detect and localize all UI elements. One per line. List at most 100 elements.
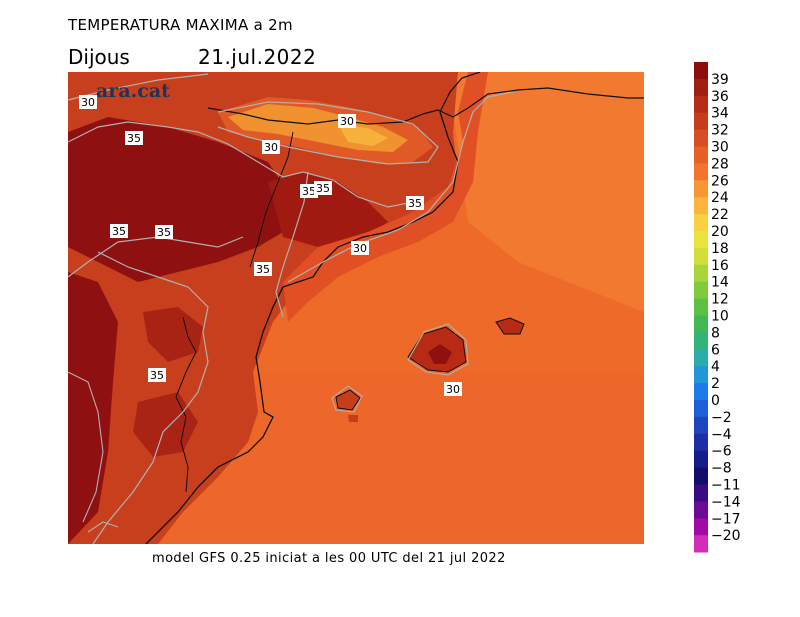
- legend-label: 30: [711, 140, 729, 156]
- legend-label: 28: [711, 156, 729, 172]
- legend-label: −20: [711, 528, 741, 544]
- contour-label-box: [110, 224, 128, 238]
- legend-label: −8: [711, 461, 732, 477]
- legend-label: 12: [711, 292, 729, 308]
- legend-label: 26: [711, 173, 729, 189]
- contour-label-text: 35: [157, 226, 171, 239]
- sea-upper-right: [448, 72, 644, 312]
- french-coastline: [439, 72, 644, 113]
- contour-label-box: [338, 114, 356, 128]
- contour-label: 30: [351, 241, 369, 255]
- contour-label: 35: [300, 184, 318, 198]
- legend-label: 22: [711, 207, 729, 223]
- contour-label: 30: [338, 114, 356, 128]
- contour-label-box: [314, 181, 332, 195]
- legend-label: 4: [711, 359, 720, 375]
- contour-label-text: 30: [353, 242, 367, 255]
- legend-swatch: [694, 450, 708, 468]
- legend-label: 0: [711, 393, 720, 409]
- legend-swatch: [694, 535, 708, 553]
- region-border-catalonia: [249, 131, 294, 268]
- legend-swatch: [694, 247, 708, 266]
- legend-label: 8: [711, 325, 720, 341]
- legend-swatch: [694, 95, 708, 114]
- contour-line-30-coast: [287, 91, 514, 283]
- contour-label: 30: [444, 382, 462, 396]
- menorca-island: [496, 318, 524, 334]
- contour-label: 30: [262, 140, 280, 154]
- legend-swatch: [694, 214, 708, 232]
- legend-label: 32: [711, 123, 729, 139]
- legend-swatch: [694, 433, 708, 452]
- mallorca-hot-core: [428, 344, 452, 364]
- contour-label-text: 35: [150, 369, 164, 382]
- iberian-coastline: [145, 111, 459, 544]
- legend-label: 16: [711, 258, 729, 274]
- legend-label: −11: [711, 478, 741, 494]
- contour-label-box: [351, 241, 369, 255]
- legend-swatch: [694, 197, 708, 215]
- contour-label-text: 35: [127, 132, 141, 145]
- contour-label-box: [254, 262, 272, 276]
- legend-label: 2: [711, 376, 720, 392]
- hot-patch-center: [143, 307, 203, 362]
- legend-swatch: [694, 315, 708, 333]
- legend-swatch: [694, 484, 708, 502]
- legend-label: −6: [711, 444, 732, 460]
- legend-label: −2: [711, 410, 732, 426]
- contour-line-ibiza: [331, 385, 363, 413]
- contour-label-text: 30: [264, 141, 278, 154]
- pyrenees-peak: [338, 124, 388, 146]
- legend-swatch: [694, 264, 708, 283]
- contour-label-text: 35: [316, 182, 330, 195]
- contour-label: 35: [125, 131, 143, 145]
- contour-label: 35: [314, 181, 332, 195]
- formentera-island: [348, 415, 358, 422]
- color-legend: 39363432302826242220181614121086420−2−4−…: [694, 62, 741, 553]
- legend-label: 34: [711, 106, 729, 122]
- legend-swatch: [694, 129, 708, 147]
- contour-label: 35: [406, 196, 424, 210]
- legend-swatch: [694, 366, 708, 384]
- legend-swatch: [694, 112, 708, 130]
- hot-interior-south: [68, 272, 118, 544]
- contour-label-box: [262, 140, 280, 154]
- forecast-day: Dijous: [68, 45, 130, 69]
- legend-swatch: [694, 78, 708, 97]
- contour-label-text: 30: [81, 96, 95, 109]
- legend-swatch: [694, 62, 708, 80]
- legend-swatch: [694, 146, 708, 164]
- legend-swatch: [694, 163, 708, 181]
- legend-swatch: [694, 332, 708, 350]
- catalan-coast-band: [283, 72, 488, 322]
- map-title: TEMPERATURA MAXIMA a 2m: [68, 16, 293, 34]
- legend-label: 18: [711, 241, 729, 257]
- forecast-date: 21.jul.2022: [198, 45, 317, 69]
- region-border-valencia: [175, 316, 197, 493]
- legend-label: 6: [711, 342, 720, 358]
- contour-label-box: [300, 184, 318, 198]
- legend-label: 14: [711, 275, 729, 291]
- pyrenees-border: [207, 107, 469, 125]
- contour-label-box: [125, 131, 143, 145]
- contour-line-mallorca: [407, 323, 469, 376]
- legend-swatch: [694, 383, 708, 401]
- contour-label-text: 35: [256, 263, 270, 276]
- legend-swatch: [694, 281, 708, 299]
- contour-label-text: 30: [446, 383, 460, 396]
- legend-swatch: [694, 416, 708, 435]
- contour-label: 35: [110, 224, 128, 238]
- legend-swatch: [694, 298, 708, 316]
- legend-label: −4: [711, 427, 732, 443]
- legend-swatch: [694, 349, 708, 367]
- contour-label-box: [148, 368, 166, 382]
- legend-label: 24: [711, 190, 729, 206]
- model-info: model GFS 0.25 iniciat a les 00 UTC del …: [152, 551, 506, 566]
- legend-swatch: [694, 180, 708, 198]
- contour-label-box: [79, 95, 97, 109]
- legend-bands: 39363432302826242220181614121086420−2−4−…: [694, 62, 741, 553]
- legend-label: −17: [711, 511, 741, 527]
- contour-label-text: 35: [302, 185, 316, 198]
- aracat-logo: ara.cat: [96, 80, 170, 102]
